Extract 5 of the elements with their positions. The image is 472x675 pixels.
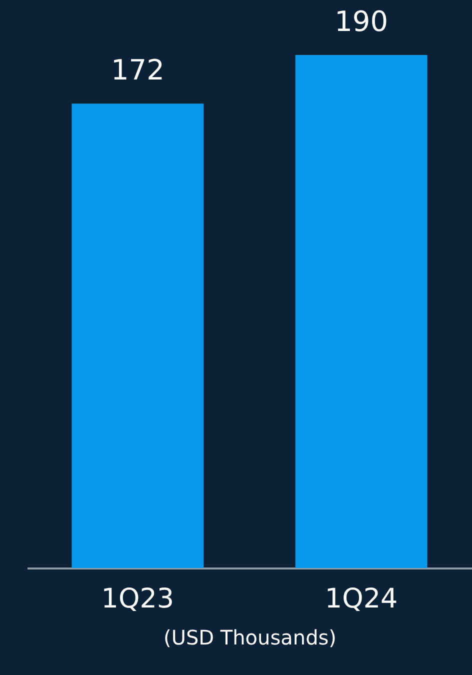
data-label: 190 — [334, 5, 388, 38]
x-tick-label: 1Q24 — [324, 584, 398, 614]
data-label: 172 — [110, 54, 164, 87]
x-axis-title: (USD Thousands) — [164, 626, 336, 650]
x-tick-label: 1Q23 — [101, 584, 174, 614]
